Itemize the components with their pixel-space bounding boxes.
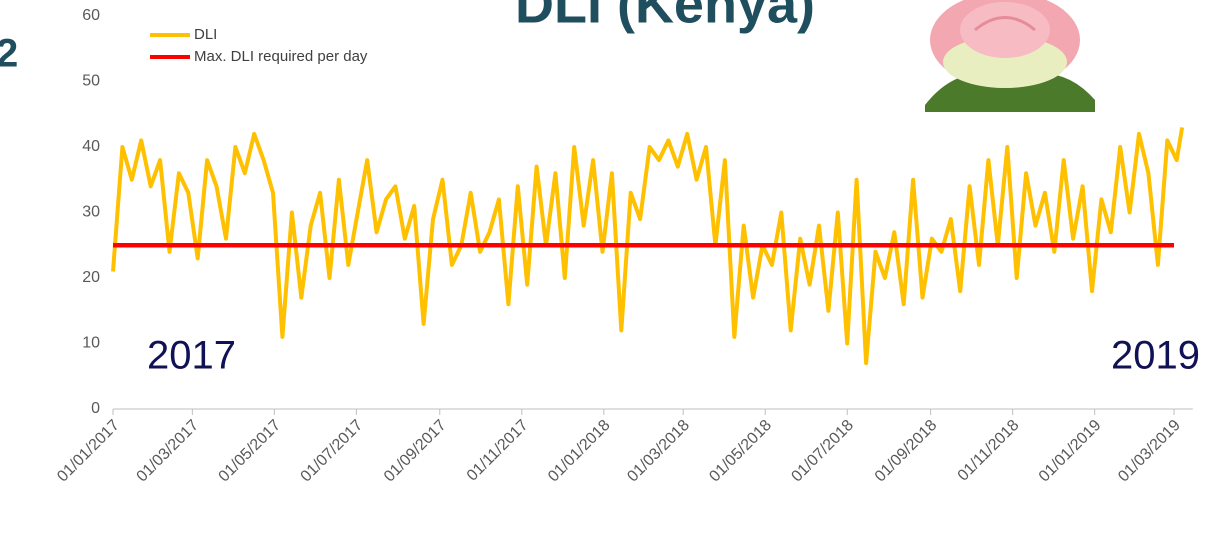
x-tick-label: 01/01/2019 [1036, 417, 1105, 486]
x-tick-label: 01/01/2018 [545, 417, 614, 486]
x-tick-label: 01/03/2018 [624, 417, 693, 486]
y-tick-label: 10 [82, 335, 100, 352]
cropped-label: 2 [0, 32, 18, 76]
chart-title: DLI (Kenya) [515, 0, 815, 34]
y-tick-label: 0 [91, 400, 100, 417]
y-tick-label: 30 [82, 204, 100, 221]
y-tick-label: 50 [82, 73, 100, 90]
x-tick-label: 01/09/2018 [872, 417, 941, 486]
x-tick-label: 01/07/2018 [788, 417, 857, 486]
annotation: 2019 [1111, 334, 1200, 378]
x-tick-label: 01/01/2017 [54, 417, 123, 486]
legend-label: DLI [194, 26, 217, 43]
x-tick-label: 01/05/2018 [706, 417, 775, 486]
x-tick-label: 01/07/2017 [298, 417, 367, 486]
x-tick-label: 01/03/2017 [134, 417, 203, 486]
x-tick-label: 01/03/2019 [1115, 417, 1184, 486]
x-tick-label: 01/05/2017 [216, 417, 285, 486]
y-tick-label: 20 [82, 269, 100, 286]
y-tick-label: 60 [82, 7, 100, 24]
rose-photo [918, 0, 1100, 112]
y-tick-label: 40 [82, 138, 100, 155]
data-line [111, 127, 1185, 366]
x-tick-label: 01/11/2018 [955, 417, 1023, 485]
x-tick-label: 01/11/2017 [464, 417, 532, 485]
legend-label: Max. DLI required per day [194, 48, 368, 65]
x-tick-label: 01/09/2017 [381, 417, 450, 486]
annotation: 2017 [147, 334, 236, 378]
